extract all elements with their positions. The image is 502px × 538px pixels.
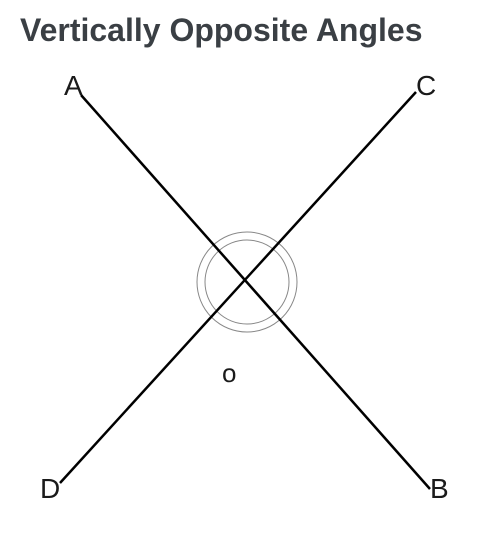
diagram-title: Vertically Opposite Angles (20, 12, 423, 49)
point-label-b: B (430, 473, 449, 505)
point-label-a: A (64, 70, 83, 102)
diagram-container: A C D B o (0, 70, 502, 538)
point-label-c: C (416, 70, 436, 102)
diagram-svg (0, 70, 502, 538)
line-ab (81, 95, 430, 489)
point-label-d: D (40, 473, 60, 505)
line-cd (60, 92, 416, 483)
intersecting-lines (60, 92, 430, 489)
point-label-o: o (222, 358, 236, 389)
